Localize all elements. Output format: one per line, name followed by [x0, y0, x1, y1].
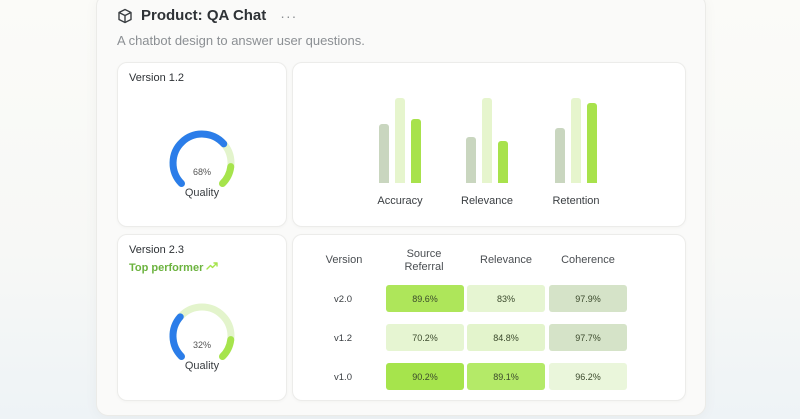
table-cell: 84.8% [467, 324, 545, 351]
table-header-source-referral: Source Referral [404, 248, 444, 273]
table-cell: 89.6% [386, 285, 464, 312]
bar-label-accuracy: Accuracy [377, 195, 423, 207]
table-cell: 90.2% [386, 363, 464, 390]
bar-retention-series-1 [555, 128, 565, 183]
table-header-relevance: Relevance [480, 254, 532, 266]
page-subtitle: A chatbot design to answer user question… [117, 33, 365, 48]
gauge-metric-label: Quality [184, 187, 220, 199]
gauge-metric-label: Quality [184, 360, 220, 372]
quality-gauge [169, 303, 235, 361]
gauge-percent: 68% [192, 167, 211, 177]
quality-gauge [169, 130, 235, 188]
table-cell: 89.1% [467, 363, 545, 390]
table-row-version: v2.0 [334, 294, 352, 305]
bar-accuracy-series-2 [395, 98, 405, 183]
trending-up-icon [206, 261, 219, 274]
table-header-coherence: Coherence [561, 254, 615, 266]
table-cell: 70.2% [386, 324, 464, 351]
page-title: Product: QA Chat [141, 7, 267, 24]
bar-accuracy-series-3 [411, 119, 421, 183]
comparison-table: Version Source Referral Relevance Cohere… [292, 234, 686, 401]
table-cell: 96.2% [549, 363, 627, 390]
version-card-2-3[interactable]: Version 2.3 Top performer 32% Quality [117, 234, 287, 401]
bar-accuracy-series-1 [379, 124, 389, 183]
version-card-1-2[interactable]: Version 1.2 68% Quality [117, 62, 287, 227]
bar-label-relevance: Relevance [461, 195, 513, 207]
table-cell: 83% [467, 285, 545, 312]
metrics-bar-chart: Accuracy Relevance Retention [292, 62, 686, 227]
bar-label-retention: Retention [552, 195, 600, 207]
more-options-button[interactable]: ··· [280, 7, 298, 24]
cube-icon [117, 8, 133, 24]
panel-header: Product: QA Chat ··· [117, 7, 297, 24]
bar-retention-series-3 [587, 103, 597, 183]
top-performer-badge: Top performer [129, 261, 219, 274]
bar-relevance-series-2 [482, 98, 492, 183]
top-performer-label: Top performer [129, 261, 204, 274]
table-header-version: Version [325, 254, 363, 266]
version-label: Version 1.2 [129, 72, 185, 84]
gauge-percent: 32% [192, 340, 211, 350]
table-row-version: v1.2 [334, 333, 352, 344]
bar-relevance-series-1 [466, 137, 476, 183]
table-row-version: v1.0 [334, 372, 352, 383]
table-cell: 97.7% [549, 324, 627, 351]
bar-retention-series-2 [571, 98, 581, 183]
bar-relevance-series-3 [498, 141, 508, 183]
version-label: Version 2.3 [129, 244, 185, 256]
table-cell: 97.9% [549, 285, 627, 312]
